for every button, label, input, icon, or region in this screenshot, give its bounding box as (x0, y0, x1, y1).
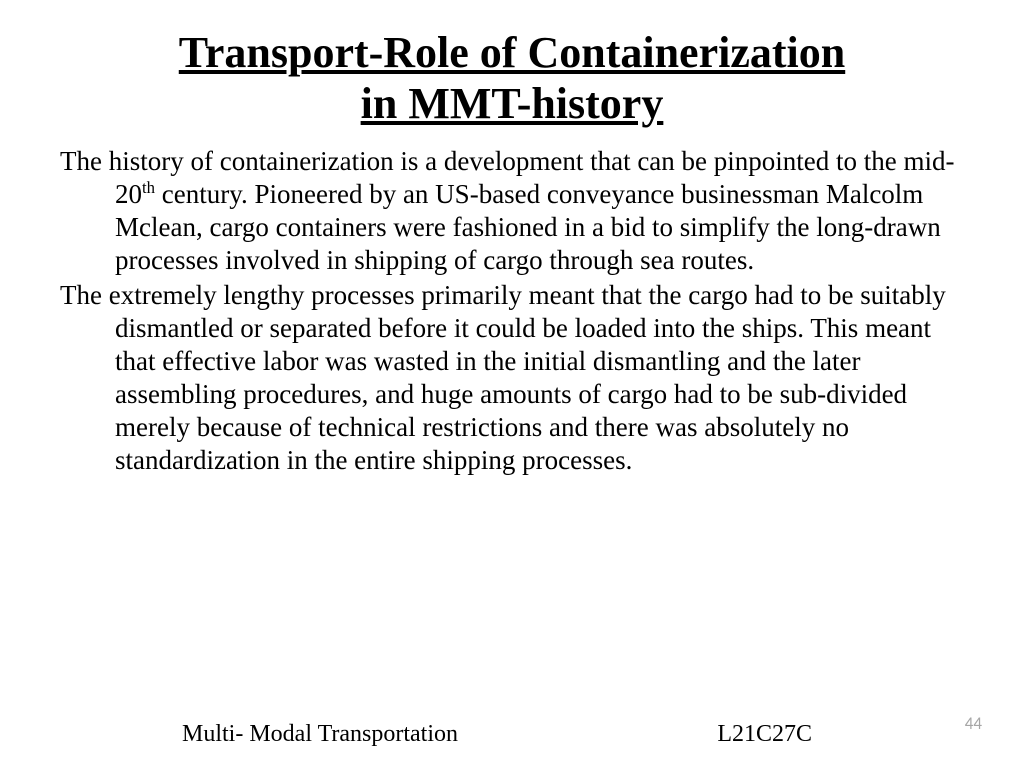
slide-number: 44 (965, 713, 982, 734)
title-line-2: in MMT-history (361, 79, 664, 128)
paragraph-1: The history of containerization is a dev… (60, 145, 964, 277)
title-line-1: Transport-Role of Containerization (179, 28, 845, 77)
paragraph-2: The extremely lengthy processes primaril… (60, 279, 964, 477)
body-text: The history of containerization is a dev… (60, 145, 964, 476)
p1-superscript: th (142, 178, 155, 197)
slide-title-block: Transport-Role of Containerization in MM… (60, 28, 964, 129)
slide-title: Transport-Role of Containerization in MM… (179, 28, 845, 129)
p1-post: century. Pioneered by an US-based convey… (115, 179, 941, 275)
slide: Transport-Role of Containerization in MM… (0, 0, 1024, 768)
footer-left: Multi- Modal Transportation (182, 721, 458, 748)
footer-row: Multi- Modal Transportation L21C27C (42, 721, 982, 748)
footer-right: L21C27C (717, 721, 812, 748)
footer: Multi- Modal Transportation L21C27C (0, 721, 1024, 748)
